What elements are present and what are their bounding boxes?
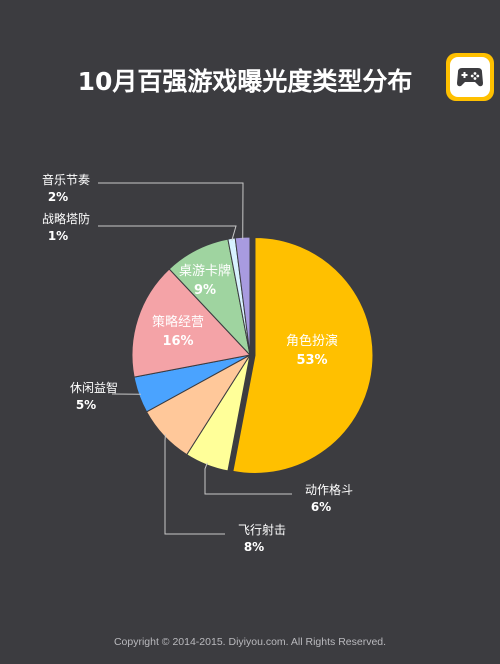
- slice-name-label: 动作格斗: [305, 482, 353, 497]
- page-title: 10月百强游戏曝光度类型分布: [77, 67, 413, 96]
- header: 10月百强游戏曝光度类型分布: [0, 52, 500, 108]
- pie-slices: [131, 236, 374, 474]
- slice-name-label: 飞行射击: [238, 522, 286, 537]
- slice-value-label: 1%: [48, 229, 68, 243]
- slice-value-label: 53%: [296, 353, 327, 368]
- leader-line: [204, 462, 292, 495]
- pie-labels: 角色扮演 53% 动作格斗 6% 飞行射击 8% 休闲益智 5% 策略经营 16% 桌游卡牌 9% 战略…: [42, 172, 353, 554]
- gamepad-icon: [445, 52, 495, 102]
- pie-slice-1: [232, 236, 374, 474]
- pie-slice-5: [131, 268, 251, 378]
- slice-value-label: 5%: [76, 398, 96, 412]
- slice-name-label: 策略经营: [152, 314, 204, 330]
- leader-line: [98, 182, 244, 240]
- slice-value-label: 6%: [311, 500, 331, 514]
- slice-value-label: 8%: [244, 540, 264, 554]
- slice-value-label: 9%: [194, 283, 216, 298]
- slice-name-label: 角色扮演: [286, 333, 338, 349]
- leader-line: [164, 434, 225, 535]
- slice-name-label: 音乐节奏: [42, 172, 90, 187]
- slice-name-label: 桌游卡牌: [179, 263, 231, 279]
- copyright-footer: Copyright © 2014-2015. Diyiyou.com. All …: [113, 636, 387, 648]
- slice-name-label: 战略塔防: [42, 211, 90, 226]
- slice-value-label: 2%: [48, 190, 68, 204]
- pie-chart: 角色扮演 53% 动作格斗 6% 飞行射击 8% 休闲益智 5% 策略经营 16% 桌游卡牌 9% 战略…: [0, 150, 500, 570]
- slice-name-label: 休闲益智: [70, 380, 118, 395]
- pie-chart-svg: 角色扮演 53% 动作格斗 6% 飞行射击 8% 休闲益智 5% 策略经营 16% 桌游卡牌 9% 战略…: [42, 172, 374, 554]
- leader-line: [98, 225, 237, 241]
- slice-value-label: 16%: [162, 334, 193, 349]
